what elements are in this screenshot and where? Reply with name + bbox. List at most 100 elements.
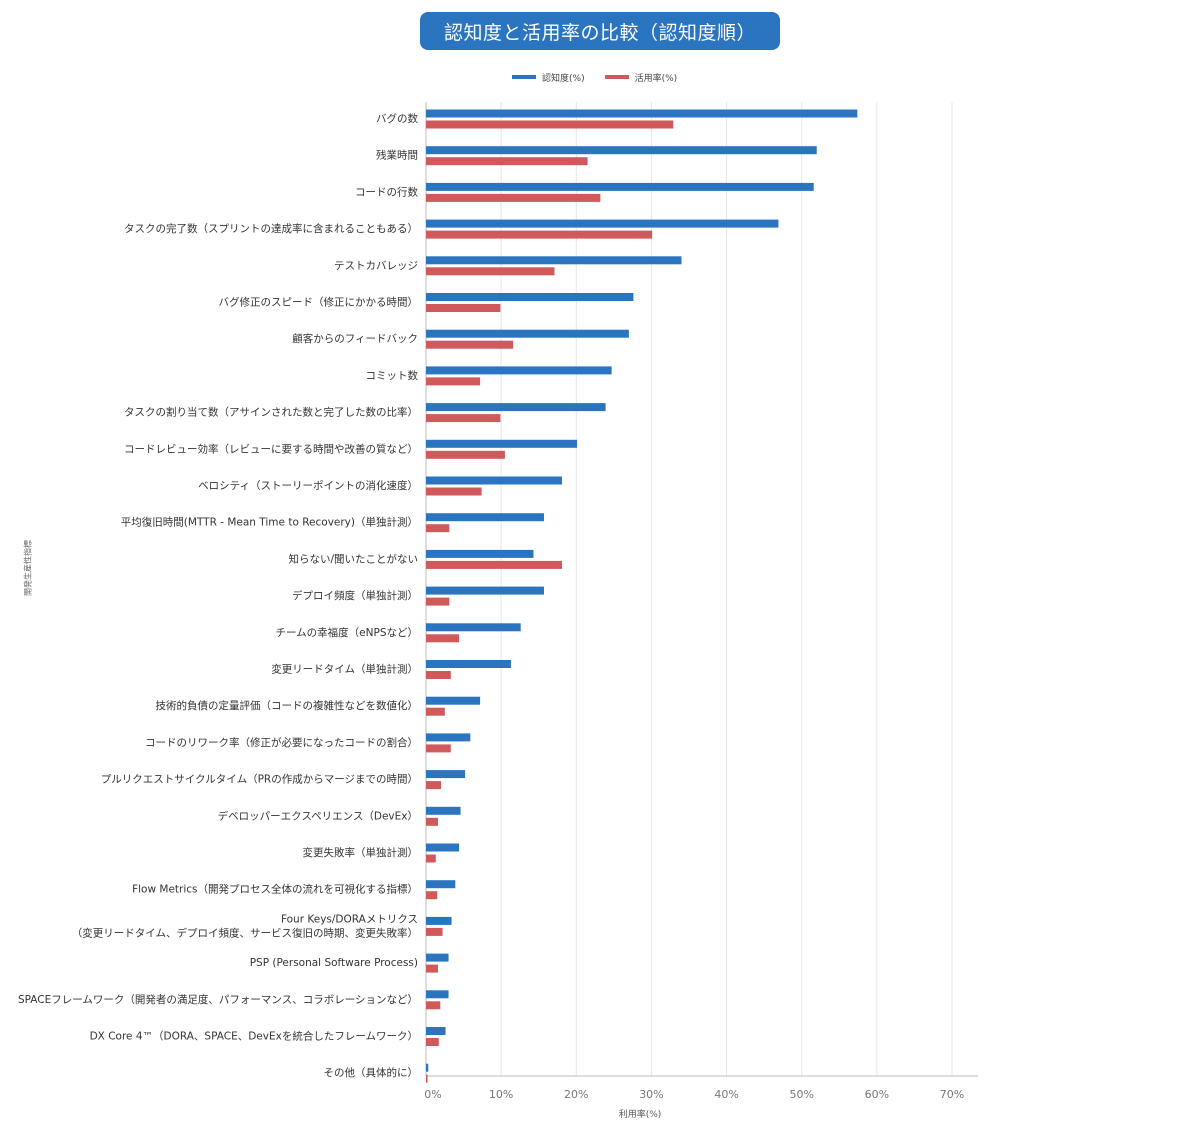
x-tick-label: 20% [564, 1088, 588, 1101]
bar-usage [426, 927, 443, 936]
bar-awareness [426, 146, 817, 155]
x-tick-label: 0% [424, 1088, 441, 1101]
bar-usage [426, 230, 653, 239]
bar-awareness [426, 329, 629, 338]
category-label: PSP (Personal Software Process) [250, 957, 418, 969]
x-tick-label: 10% [489, 1088, 513, 1101]
category-label: デプロイ頻度（単独計測） [292, 589, 418, 602]
bar-usage [426, 120, 674, 129]
bar-awareness [426, 586, 544, 595]
legend-swatch-awareness [512, 75, 536, 79]
category-label: バグの数 [376, 112, 418, 125]
x-axis-title: 利用率(%) [618, 1110, 662, 1120]
bar-usage [426, 817, 439, 826]
category-label: バグ修正のスピード（修正にかかる時間） [219, 296, 419, 309]
category-label: 顧客からのフィードバック [292, 332, 418, 345]
bar-awareness [426, 953, 449, 962]
bar-usage [426, 193, 601, 202]
x-tick-label: 30% [639, 1088, 663, 1101]
bar-awareness [426, 366, 612, 375]
category-label: 残業時間 [376, 149, 418, 162]
bar-awareness [426, 733, 471, 742]
bar-usage [426, 377, 481, 386]
legend-item-awareness: 認知度(%) [512, 71, 585, 84]
bar-usage [426, 891, 438, 900]
bar-usage [426, 781, 442, 790]
x-tick-label: 50% [789, 1088, 813, 1101]
bar-usage [426, 1074, 428, 1083]
bar-awareness [426, 256, 682, 265]
category-label: コードのリワーク率（修正が必要になったコードの割合） [145, 736, 418, 749]
category-label: 変更リードタイム（単独計測） [271, 663, 418, 676]
bar-awareness [426, 219, 779, 228]
category-label: DX Core 4™（DORA、SPACE、DevExを統合したフレームワーク） [90, 1030, 418, 1043]
legend-item-usage: 活用率(%) [604, 71, 678, 84]
bar-awareness [426, 880, 456, 889]
bar-awareness [426, 990, 449, 999]
bar-usage [426, 671, 451, 679]
legend-swatch-usage [604, 75, 629, 79]
bar-usage [426, 854, 436, 863]
bar-awareness [426, 623, 521, 632]
bar-usage [426, 560, 563, 569]
bar-awareness [426, 806, 461, 815]
category-label: その他（具体的に） [324, 1066, 419, 1079]
bar-awareness [426, 660, 511, 668]
x-tick-label: 60% [865, 1088, 889, 1101]
category-label: チームの幸福度（eNPSなど） [276, 626, 419, 639]
category-label: SPACEフレームワーク（開発者の満足度、パフォーマンス、コラボレーションなど） [18, 993, 418, 1006]
bar-awareness [426, 182, 814, 191]
bar-usage [426, 707, 445, 716]
category-label: タスクの完了数（スプリントの達成率に含まれることもある） [124, 222, 418, 235]
bar-awareness [426, 770, 466, 779]
bar-awareness [426, 476, 563, 485]
chart-title: 認知度と活用率の比較（認知度順） [420, 12, 780, 50]
legend: 認知度(%) 活用率(%) [512, 70, 697, 84]
bar-awareness [426, 513, 544, 522]
bar-usage [426, 1001, 441, 1010]
category-label: コミット数 [366, 369, 419, 382]
bar-awareness [426, 1063, 429, 1072]
category-label: 知らない/聞いたことがない [288, 552, 418, 565]
bar-usage [426, 157, 588, 166]
category-label: コードレビュー効率（レビューに要する時間や改善の質など） [124, 442, 418, 455]
category-label: 変更失敗率（単独計測） [303, 846, 419, 859]
bar-usage [426, 414, 501, 423]
category-label: デベロッパーエクスペリエンス（DevEx） [218, 809, 418, 822]
legend-label-usage: 活用率(%) [634, 73, 678, 84]
bar-awareness [426, 1027, 446, 1035]
category-label: テストカバレッジ [334, 260, 418, 272]
category-label: （変更リードタイム、デプロイ頻度、サービス復旧の時期、変更失敗率） [72, 926, 418, 939]
category-label: Four Keys/DORAメトリクス [281, 913, 418, 925]
bar-awareness [426, 403, 606, 412]
category-label: ベロシティ（ストーリーポイントの消化速度） [198, 479, 418, 492]
bar-awareness [426, 843, 460, 852]
bar-awareness [426, 293, 634, 301]
bar-usage [426, 450, 505, 459]
bar-awareness [426, 549, 534, 558]
category-label: タスクの割り当て数（アサインされた数と完了した数の比率） [124, 406, 418, 419]
bar-usage [426, 524, 450, 533]
bar-awareness [426, 439, 578, 448]
bar-usage [426, 304, 501, 312]
category-label: プルリクエストサイクルタイム（PRの作成からマージまでの時間） [101, 774, 418, 786]
category-label: 平均復旧時間(MTTR - Mean Time to Recovery)（単独計… [121, 516, 418, 529]
bar-usage [426, 597, 450, 606]
category-label: Flow Metrics（開発プロセス全体の流れを可視化する指標） [132, 883, 418, 896]
x-tick-label: 40% [714, 1088, 738, 1101]
x-tick-label: 70% [940, 1088, 964, 1101]
bar-usage [426, 340, 514, 349]
bar-usage [426, 634, 460, 643]
bar-awareness [426, 696, 481, 705]
bar-usage [426, 1038, 439, 1046]
y-axis-title: 開発生産性指標 [23, 540, 33, 596]
bar-awareness [426, 109, 858, 118]
category-label: 技術的負債の定量評価（コードの複雑性などを数値化） [156, 699, 419, 712]
bar-usage [426, 267, 555, 276]
bar-awareness [426, 916, 452, 925]
bar-usage [426, 744, 451, 753]
category-label: コードの行数 [355, 185, 418, 198]
legend-label-awareness: 認知度(%) [542, 73, 585, 84]
bar-usage [426, 964, 439, 973]
